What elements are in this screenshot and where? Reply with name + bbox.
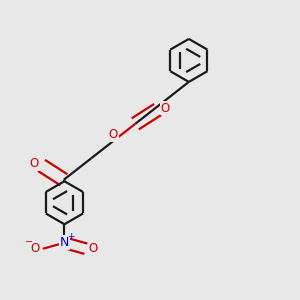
Text: N: N: [60, 236, 69, 249]
Text: −: −: [25, 237, 33, 247]
Text: O: O: [109, 128, 118, 141]
Text: O: O: [160, 101, 170, 115]
Text: +: +: [67, 232, 75, 241]
Text: O: O: [31, 242, 40, 255]
Text: O: O: [89, 242, 98, 255]
Text: O: O: [29, 158, 39, 170]
